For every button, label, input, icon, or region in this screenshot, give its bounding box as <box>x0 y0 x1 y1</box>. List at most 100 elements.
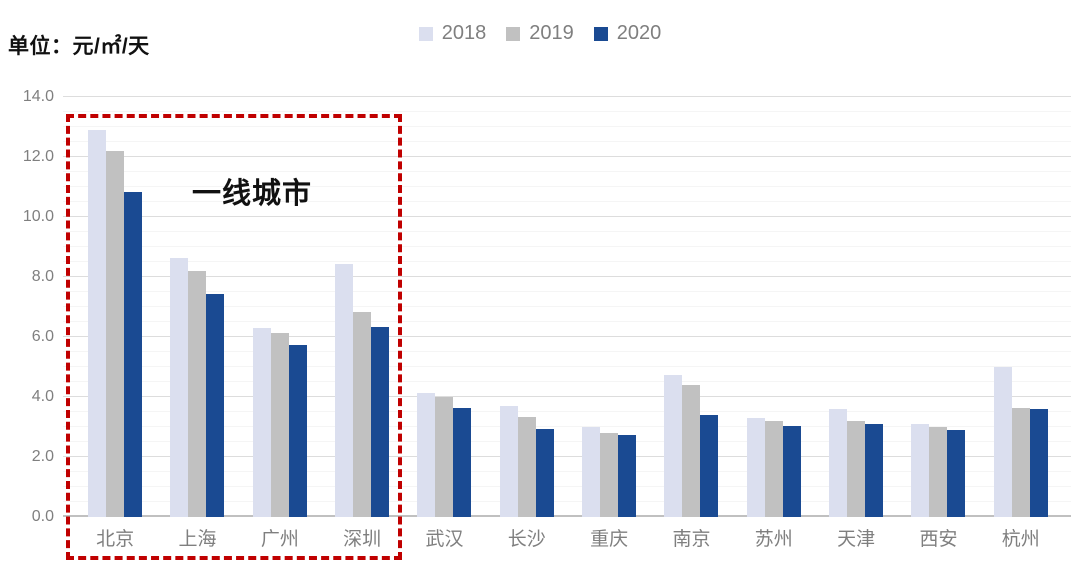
x-category-label: 上海 <box>178 529 217 550</box>
bar-group-西安 <box>897 97 979 517</box>
bar-北京-2018 <box>88 130 107 517</box>
x-category-label: 苏州 <box>754 529 793 550</box>
x-category-label: 杭州 <box>1001 529 1040 550</box>
y-axis-tick-label: 10.0 <box>22 208 54 225</box>
gridline <box>63 186 1071 187</box>
plot-area <box>63 96 1071 517</box>
gridline <box>63 426 1071 427</box>
bar-苏州-2018 <box>746 418 765 517</box>
gridline <box>63 381 1071 382</box>
bar-苏州-2019 <box>764 421 783 517</box>
bar-group-武汉 <box>403 97 485 517</box>
bar-重庆-2019 <box>600 433 619 517</box>
legend-label: 2018 <box>441 22 487 44</box>
y-axis-tick-label: 2.0 <box>31 448 54 465</box>
gridline <box>63 276 1071 277</box>
legend-label: 2019 <box>529 22 574 44</box>
gridline <box>63 261 1071 262</box>
bar-group-苏州 <box>733 97 815 517</box>
bar-武汉-2019 <box>435 397 454 517</box>
bar-北京-2020 <box>124 191 143 517</box>
legend-label: 2020 <box>616 22 662 44</box>
gridline <box>63 126 1071 127</box>
bar-杭州-2018 <box>993 367 1012 517</box>
gridline <box>63 486 1071 487</box>
gridline <box>63 336 1071 337</box>
legend-item-2020: 2020 <box>593 22 662 45</box>
bar-group-长沙 <box>486 97 568 517</box>
legend-swatch-icon <box>418 26 433 41</box>
y-axis-tick-label: 8.0 <box>31 268 54 285</box>
legend-item-2019: 2019 <box>506 22 574 45</box>
bar-南京-2020 <box>700 415 719 517</box>
bar-长沙-2019 <box>517 416 536 517</box>
x-category-label: 重庆 <box>590 529 629 550</box>
bar-广州-2019 <box>270 332 289 517</box>
x-category-label: 深圳 <box>343 529 382 550</box>
bar-杭州-2020 <box>1029 409 1048 517</box>
bar-南京-2019 <box>682 385 701 517</box>
gridline <box>63 456 1071 457</box>
chart-title: 单位：元/㎡/天 <box>8 35 150 58</box>
bar-重庆-2018 <box>582 427 601 517</box>
bars-area <box>74 97 1062 517</box>
bar-深圳-2020 <box>371 326 390 517</box>
legend: 2018 2019 2020 <box>0 22 1080 45</box>
bar-深圳-2019 <box>353 311 372 517</box>
bar-重庆-2020 <box>618 434 637 517</box>
bar-group-重庆 <box>568 97 650 517</box>
gridline <box>63 291 1071 292</box>
bar-广州-2018 <box>252 328 271 517</box>
y-axis-tick-label: 0.0 <box>31 508 54 525</box>
x-category-label: 广州 <box>260 529 299 550</box>
bar-西安-2019 <box>929 427 948 517</box>
gridline <box>63 171 1071 172</box>
legend-item-2018: 2018 <box>418 22 487 45</box>
bar-长沙-2018 <box>499 406 518 517</box>
gridline <box>63 366 1071 367</box>
x-category-label: 长沙 <box>507 529 546 550</box>
gridline <box>63 141 1071 142</box>
x-category-label: 天津 <box>837 529 876 550</box>
bar-武汉-2020 <box>453 407 472 517</box>
gridline <box>63 351 1071 352</box>
y-axis-tick-label: 4.0 <box>31 388 54 405</box>
bar-上海-2018 <box>170 257 189 517</box>
bar-group-北京 <box>74 97 156 517</box>
gridline <box>63 201 1071 202</box>
bar-南京-2018 <box>664 374 683 517</box>
gridline <box>63 231 1071 232</box>
bar-西安-2020 <box>947 430 966 517</box>
bar-广州-2020 <box>288 344 307 517</box>
bar-天津-2018 <box>829 409 848 517</box>
x-category-label: 南京 <box>672 529 711 550</box>
bar-武汉-2018 <box>417 392 436 517</box>
x-axis-line <box>63 515 1071 517</box>
y-axis-tick-label: 12.0 <box>22 148 54 165</box>
bar-长沙-2020 <box>535 428 554 517</box>
tier1-cities-annotation: 一线城市 <box>192 178 313 210</box>
gridline <box>63 321 1071 322</box>
y-axis-tick-label: 6.0 <box>31 328 54 345</box>
gridline <box>63 441 1071 442</box>
gridline <box>63 471 1071 472</box>
gridline <box>63 306 1071 307</box>
x-category-label: 武汉 <box>425 529 464 550</box>
gridline <box>63 411 1071 412</box>
bar-group-杭州 <box>980 97 1062 517</box>
bar-上海-2019 <box>188 271 207 517</box>
bar-group-上海 <box>156 97 238 517</box>
bar-天津-2019 <box>847 421 866 517</box>
x-category-label: 西安 <box>919 529 958 550</box>
bar-group-广州 <box>239 97 321 517</box>
bar-深圳-2018 <box>335 263 354 517</box>
bar-北京-2019 <box>106 151 125 517</box>
legend-swatch-icon <box>593 26 608 41</box>
gridline <box>63 156 1071 157</box>
x-category-label: 北京 <box>96 529 135 550</box>
bar-杭州-2019 <box>1011 407 1030 517</box>
bar-group-深圳 <box>321 97 403 517</box>
bar-group-南京 <box>650 97 732 517</box>
gridline <box>63 96 1071 97</box>
